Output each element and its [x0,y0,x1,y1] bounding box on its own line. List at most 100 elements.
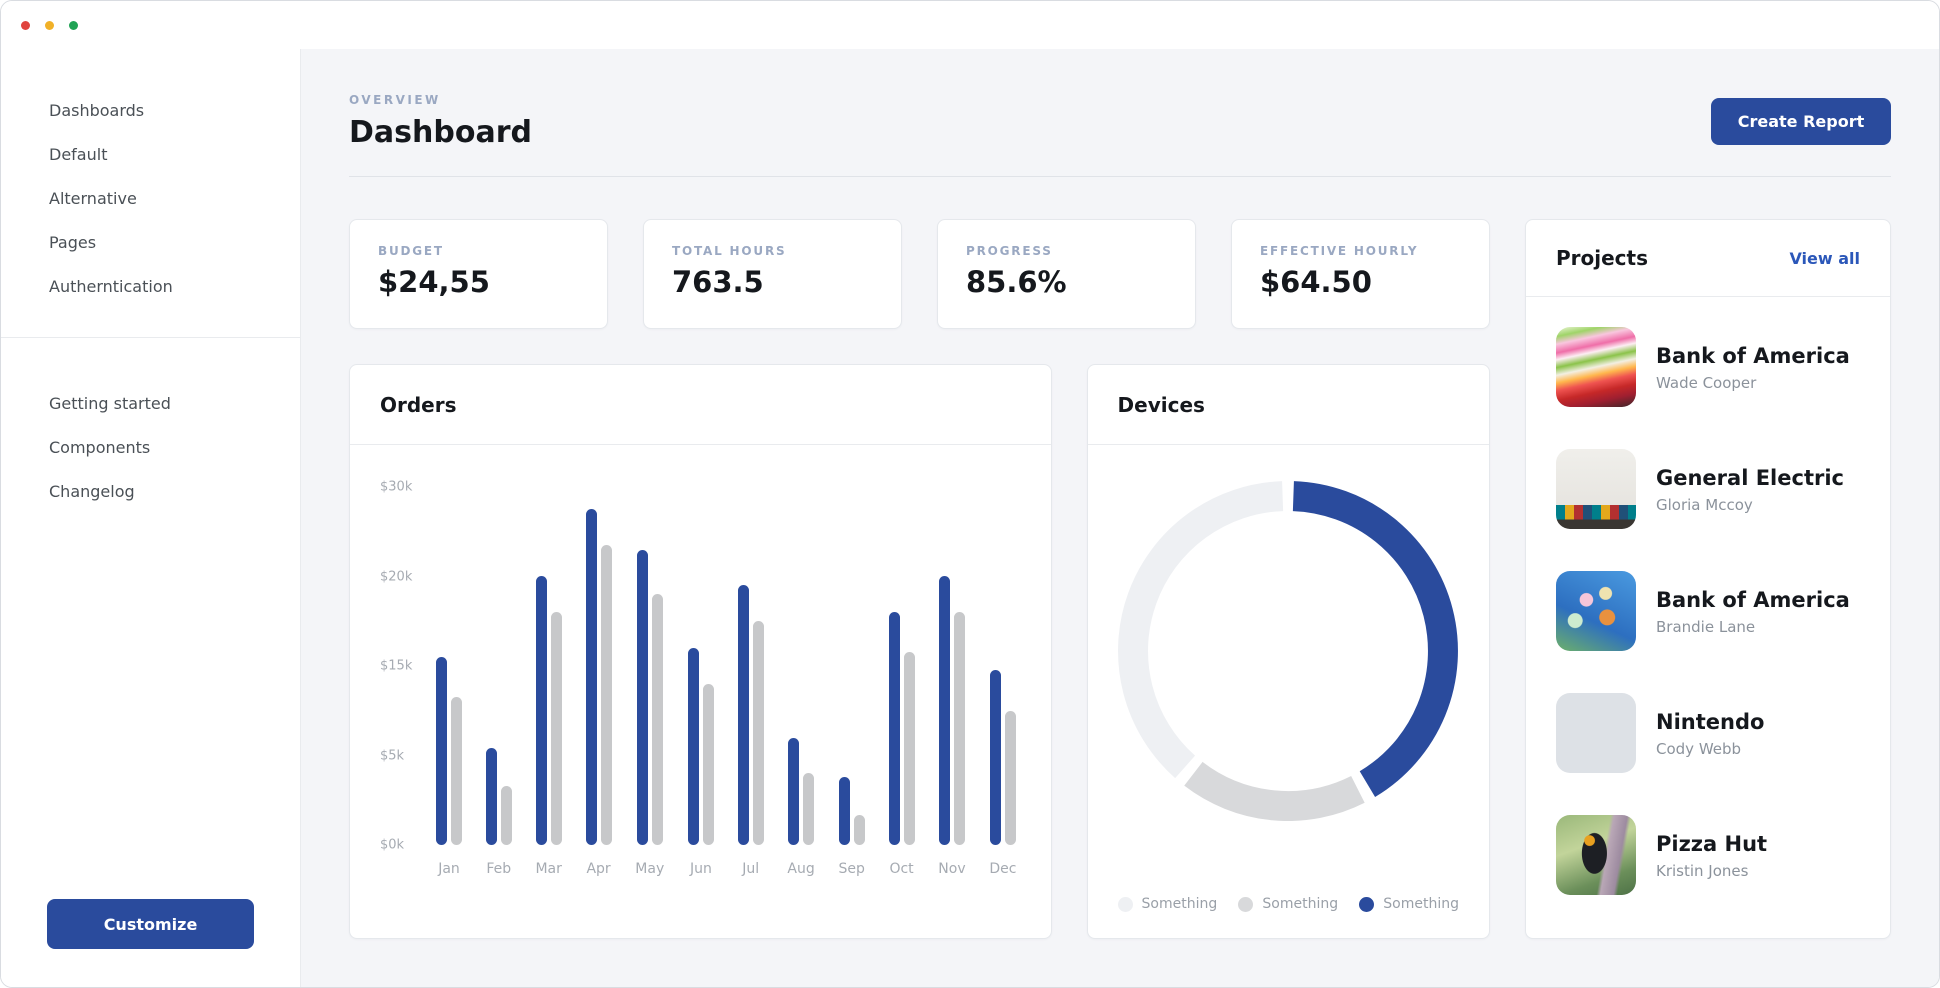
project-item-bank-of-america[interactable]: Bank of America Wade Cooper [1556,327,1860,407]
sidebar-item-default[interactable]: Default [49,145,108,164]
bar-pair [535,487,562,845]
project-owner: Kristin Jones [1656,861,1749,880]
project-name: Nintendo [1656,709,1765,734]
devices-card-header: Devices [1087,365,1489,445]
project-item-bank-of-america[interactable]: Bank of America Brandie Lane [1556,571,1860,651]
project-text: Bank of America Wade Cooper [1656,343,1850,392]
orders-month-oct: Oct [888,487,915,877]
orders-y-tick: $5k [380,748,405,763]
stat-card-effective-hourly: EFFECTIVE HOURLY $64.50 [1231,219,1490,329]
orders-month-nov: Nov [938,487,966,877]
stat-card-total-hours: TOTAL HOURS 763.5 [643,219,902,329]
project-item-general-electric[interactable]: General Electric Gloria Mccoy [1556,449,1860,529]
legend-dot-icon [1238,896,1254,912]
bar-pair [636,487,663,845]
orders-month-jan: Jan [436,487,462,877]
bar-pair [687,487,714,845]
bar-primary [737,585,749,845]
sidebar-item-components[interactable]: Components [49,438,151,457]
orders-bars: Jan Feb Mar Apr May Jun Jul Aug Sep Oct Nov Dec [432,487,1021,877]
stat-value: $64.50 [1260,265,1372,299]
sidebar-item-alternative[interactable]: Alternative [49,189,137,208]
stat-card-budget: BUDGET $24,55 [349,219,608,329]
page-title: Dashboard [349,115,532,150]
minimize-window-icon[interactable] [45,20,54,30]
legend-item: Something [1117,896,1218,912]
bar-secondary [803,773,815,845]
zoom-window-icon[interactable] [69,20,78,30]
project-text: General Electric Gloria Mccoy [1656,465,1844,514]
bar-secondary [702,684,714,845]
bar-secondary [752,621,764,845]
sidebar-item-autherntication[interactable]: Autherntication [49,277,173,296]
orders-month-jun: Jun [687,487,714,877]
sidebar-item-changelog[interactable]: Changelog [49,482,135,501]
month-label: Jul [742,861,760,877]
stats-row: BUDGET $24,55 TOTAL HOURS 763.5 PROGRESS 85.6… [349,219,1490,329]
project-thumbnail [1556,693,1636,773]
legend-label: Something [1141,896,1218,912]
create-report-button[interactable]: Create Report [1711,98,1891,145]
legend-dot-icon [1359,896,1375,912]
devices-card: Devices Something Something Something [1086,364,1490,939]
legend-label: Something [1383,896,1459,912]
stat-label: BUDGET [378,244,444,258]
project-name: Pizza Hut [1656,831,1768,856]
project-name: Bank of America [1656,343,1850,368]
project-item-nintendo[interactable]: Nintendo Cody Webb [1556,693,1860,773]
sidebar-item-pages[interactable]: Pages [49,233,97,252]
bar-primary [938,576,950,845]
orders-month-may: May [635,487,664,877]
project-name: General Electric [1656,465,1844,490]
view-all-link[interactable]: View all [1789,248,1860,268]
bar-secondary [853,815,865,845]
donut-segment [1293,481,1459,797]
sidebar-group-docs: Getting started Components Changelog [1,382,300,514]
month-label: Nov [938,861,966,877]
bar-pair [888,487,915,845]
close-window-icon[interactable] [21,20,30,30]
bar-secondary [1004,711,1016,845]
stat-label: PROGRESS [966,244,1053,258]
month-label: Mar [535,861,562,877]
bar-pair [436,487,462,845]
bar-pair [989,487,1016,845]
bar-primary [788,738,800,845]
orders-card: Orders $30k $20k $15k $5k $0k Jan Feb Mar Apr Ma… [349,364,1052,939]
bar-primary [535,576,547,845]
devices-legend: Something Something Something [1117,896,1459,912]
stat-label: TOTAL HOURS [672,244,787,258]
orders-month-mar: Mar [535,487,562,877]
month-label: Apr [586,861,611,877]
month-label: May [635,861,665,877]
month-label: Dec [989,861,1017,877]
sidebar-group-dashboards: Dashboards Default Alternative Pages Authern… [1,89,300,309]
customize-button[interactable]: Customize [47,899,254,949]
project-item-pizza-hut[interactable]: Pizza Hut Kristin Jones [1556,815,1860,895]
legend-dot-icon [1117,896,1133,912]
bar-primary [636,550,648,845]
projects-list: Bank of America Wade Cooper General Electr… [1526,297,1890,937]
devices-donut-chart [1118,481,1459,825]
orders-y-tick: $15k [380,658,413,674]
page-eyebrow: OVERVIEW [349,93,441,107]
project-owner: Wade Cooper [1656,373,1757,392]
sidebar-divider [1,337,300,338]
bar-primary [989,670,1001,845]
sidebar-item-dashboards[interactable]: Dashboards [49,101,145,120]
orders-month-sep: Sep [838,487,865,877]
bar-pair [585,487,612,845]
orders-y-axis: $30k $20k $15k $5k $0k [380,480,432,853]
stat-value: $24,55 [378,265,490,299]
sidebar-item-getting-started[interactable]: Getting started [49,394,171,413]
project-owner: Cody Webb [1656,739,1742,758]
donut-segment [1184,761,1365,822]
orders-chart: $30k $20k $15k $5k $0k Jan Feb Mar Apr May Jun Jul… [350,445,1051,938]
bar-primary [436,657,447,845]
orders-card-header: Orders [350,365,1051,445]
bar-pair [938,487,965,845]
legend-label: Something [1262,896,1339,912]
orders-month-feb: Feb [485,487,512,877]
legend-item: Something [1238,896,1338,912]
